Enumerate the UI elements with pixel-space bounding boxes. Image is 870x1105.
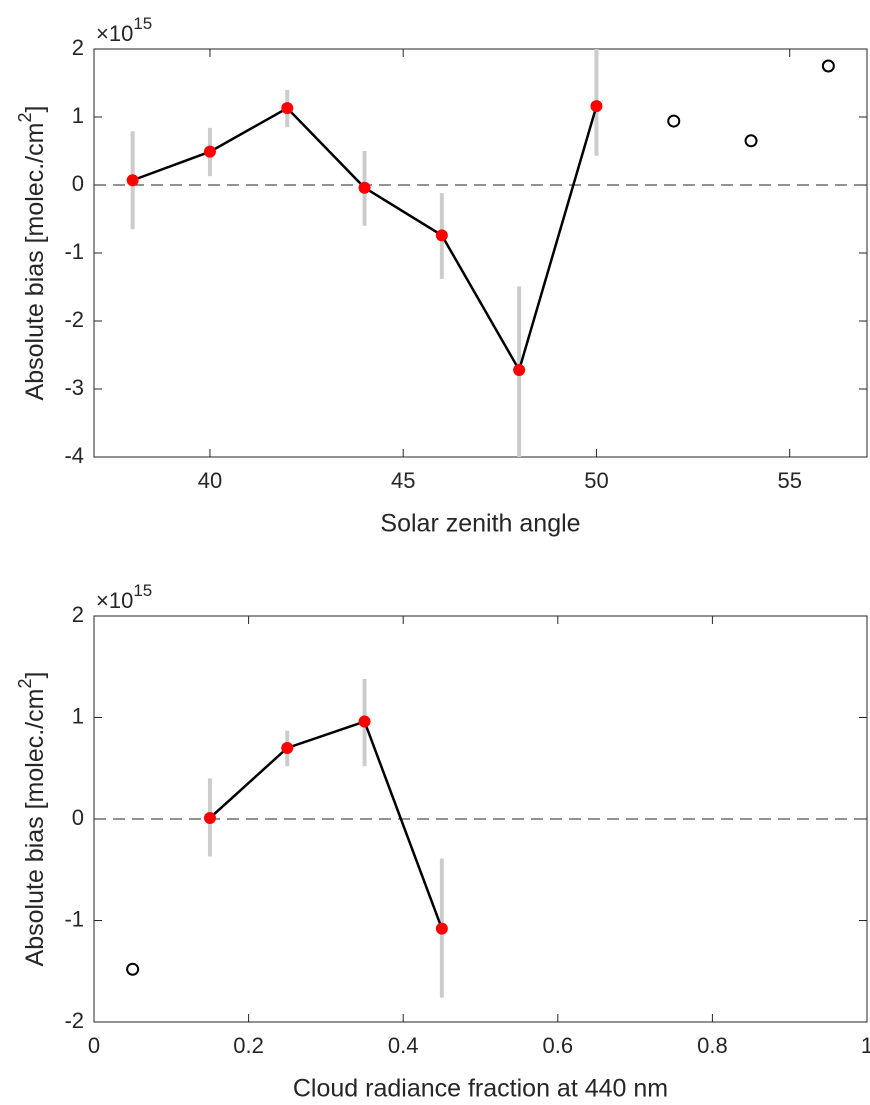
y-tick-label: -1 <box>64 906 84 931</box>
data-point <box>358 181 371 194</box>
y-tick-label: -4 <box>64 443 84 468</box>
y-tick-label: -3 <box>64 375 84 400</box>
y-label-end: ] <box>21 106 49 113</box>
y-axis-label: Absolute bias [molec./cm2] <box>15 672 49 967</box>
y-tick-label: -2 <box>64 307 84 332</box>
x-tick-label: 0.2 <box>233 1033 264 1058</box>
y-multiplier: ×10 <box>96 588 133 613</box>
x-tick-label: 0.4 <box>388 1033 419 1058</box>
y-tick-label: -1 <box>64 239 84 264</box>
data-point <box>126 174 139 187</box>
data-point <box>203 145 216 158</box>
x-tick-label: 40 <box>198 468 222 493</box>
excluded-point <box>821 59 835 73</box>
data-point <box>281 741 294 754</box>
data-point <box>435 922 448 935</box>
y-exponent-power: 15 <box>133 581 152 600</box>
data-point <box>435 229 448 242</box>
excluded-point <box>744 134 758 148</box>
y-tick-label: 2 <box>72 602 84 627</box>
y-tick-label: 1 <box>72 103 84 128</box>
x-tick-label: 50 <box>584 468 608 493</box>
y-exponent: ×1015 <box>96 581 152 612</box>
x-tick-label: 55 <box>777 468 801 493</box>
y-tick-label: 0 <box>72 805 84 830</box>
series-line <box>209 719 444 930</box>
x-tick-label: 45 <box>391 468 415 493</box>
y-multiplier: ×10 <box>96 21 133 46</box>
series-line <box>132 105 598 374</box>
x-tick-label: 0 <box>88 1033 100 1058</box>
data-point <box>590 100 603 113</box>
y-label-sup: 2 <box>15 679 35 689</box>
axes-box <box>93 48 868 458</box>
y-exponent-power: 15 <box>133 14 152 33</box>
y-tick-label: 0 <box>72 171 84 196</box>
y-axis-label: Absolute bias [molec./cm2] <box>15 106 49 401</box>
y-label-text: Absolute bias [molec./cm <box>21 689 49 967</box>
x-axis-label: Solar zenith angle <box>380 510 580 538</box>
x-tick-label: 0.6 <box>543 1033 574 1058</box>
x-tick-label: 0.8 <box>697 1033 728 1058</box>
data-point <box>203 811 216 824</box>
x-tick-label: 1 <box>861 1033 870 1058</box>
y-tick-label: 2 <box>72 35 84 60</box>
data-point <box>358 715 371 728</box>
y-label-text: Absolute bias [molec./cm <box>21 123 49 401</box>
x-axis-label: Cloud radiance fraction at 440 nm <box>293 1075 668 1103</box>
y-exponent: ×1015 <box>96 14 152 45</box>
y-label-sup: 2 <box>15 113 35 123</box>
data-point <box>281 102 294 115</box>
y-tick-label: -2 <box>64 1008 84 1033</box>
data-point <box>513 363 526 376</box>
excluded-point <box>126 962 140 976</box>
y-label-end: ] <box>21 672 49 679</box>
y-tick-label: 1 <box>72 703 84 728</box>
excluded-point <box>667 114 681 128</box>
